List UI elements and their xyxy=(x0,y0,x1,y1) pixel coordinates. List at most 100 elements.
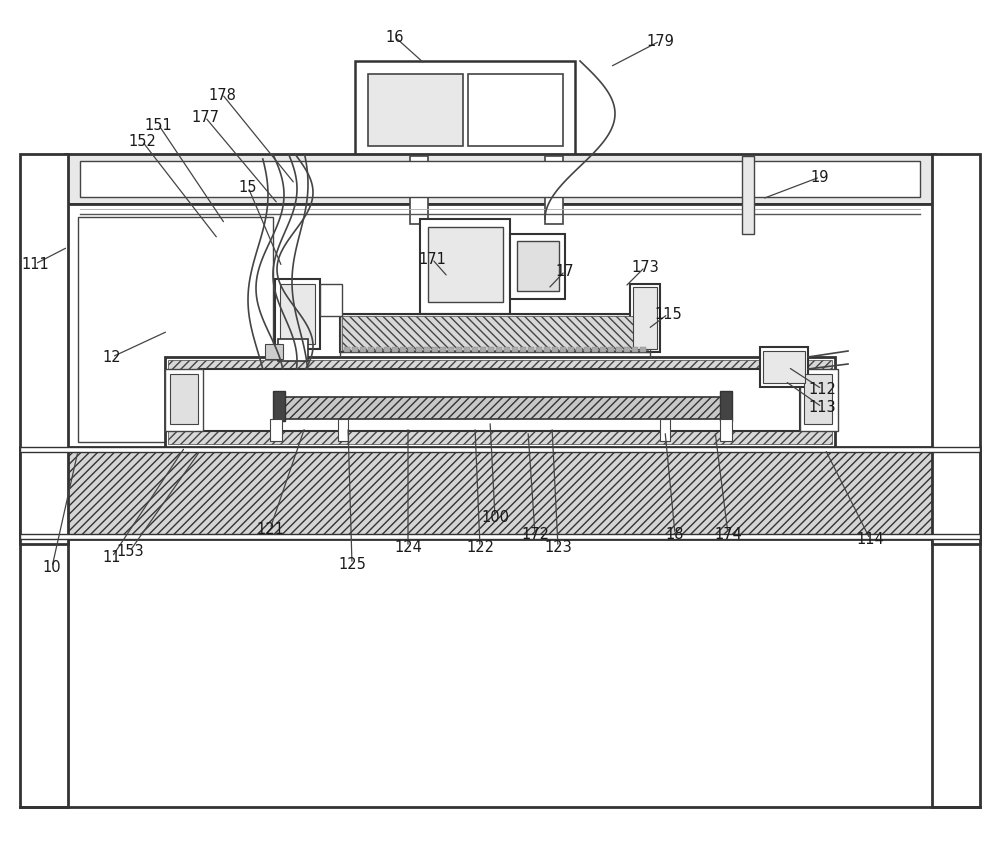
Bar xyxy=(510,235,565,300)
Text: 19: 19 xyxy=(811,170,829,186)
Bar xyxy=(20,447,980,539)
Text: 123: 123 xyxy=(544,540,572,555)
Bar xyxy=(428,228,503,303)
Bar xyxy=(742,157,754,235)
Bar xyxy=(20,539,68,807)
Text: 10: 10 xyxy=(43,560,61,575)
Bar xyxy=(633,288,657,349)
Bar xyxy=(932,539,980,807)
Text: 11: 11 xyxy=(103,549,121,565)
Bar xyxy=(280,284,315,344)
Bar xyxy=(464,348,470,353)
Text: 151: 151 xyxy=(144,117,172,133)
Bar xyxy=(410,157,428,225)
Bar xyxy=(65,154,935,205)
Text: 178: 178 xyxy=(208,88,236,102)
Bar xyxy=(720,419,732,441)
Text: 113: 113 xyxy=(808,400,836,415)
Bar xyxy=(278,339,308,361)
Bar xyxy=(360,348,366,353)
Bar xyxy=(368,75,463,147)
Bar xyxy=(355,62,575,157)
Bar xyxy=(536,348,542,353)
Bar xyxy=(344,348,350,353)
Text: 171: 171 xyxy=(418,252,446,268)
Bar xyxy=(592,348,598,353)
Text: 174: 174 xyxy=(714,527,742,542)
Bar xyxy=(468,75,563,147)
Text: 153: 153 xyxy=(116,544,144,559)
Bar xyxy=(80,162,920,197)
Bar xyxy=(424,348,430,353)
Bar xyxy=(720,392,732,421)
Bar xyxy=(608,348,614,353)
Bar xyxy=(165,370,203,431)
Bar xyxy=(352,348,358,353)
Bar xyxy=(560,348,566,353)
Bar xyxy=(763,352,805,383)
Bar xyxy=(200,370,800,431)
Bar xyxy=(320,284,342,316)
Bar xyxy=(440,348,446,353)
Bar xyxy=(265,344,283,360)
Bar xyxy=(384,348,390,353)
Bar xyxy=(408,348,414,353)
Text: 121: 121 xyxy=(256,522,284,537)
Bar xyxy=(416,348,422,353)
Text: 114: 114 xyxy=(856,532,884,547)
Bar xyxy=(338,419,348,441)
Bar xyxy=(342,316,648,350)
Bar xyxy=(488,348,494,353)
Bar xyxy=(20,154,68,544)
Text: 152: 152 xyxy=(128,134,156,149)
Text: 112: 112 xyxy=(808,382,836,397)
Bar xyxy=(480,348,486,353)
Text: 16: 16 xyxy=(386,30,404,46)
Bar xyxy=(448,348,454,353)
Bar xyxy=(600,348,606,353)
Bar xyxy=(552,348,558,353)
Bar xyxy=(504,348,510,353)
Bar xyxy=(165,358,835,447)
Bar xyxy=(376,348,382,353)
Bar xyxy=(20,447,980,452)
Text: 125: 125 xyxy=(338,557,366,572)
Bar xyxy=(640,348,646,353)
Text: 17: 17 xyxy=(556,264,574,279)
Bar xyxy=(20,534,980,539)
Bar xyxy=(392,348,398,353)
Text: 179: 179 xyxy=(646,35,674,50)
Text: 173: 173 xyxy=(631,260,659,275)
Bar xyxy=(278,398,728,419)
Text: 122: 122 xyxy=(466,540,494,555)
Text: 100: 100 xyxy=(481,510,509,525)
Bar xyxy=(432,348,438,353)
Bar xyxy=(456,348,462,353)
Bar xyxy=(545,157,563,225)
Bar xyxy=(760,348,808,387)
Bar xyxy=(512,348,518,353)
Bar xyxy=(520,348,526,353)
Bar xyxy=(576,348,582,353)
Bar xyxy=(804,375,832,425)
Bar xyxy=(400,348,406,353)
Bar xyxy=(624,348,630,353)
Bar xyxy=(340,315,650,353)
Bar xyxy=(78,218,273,442)
Text: 115: 115 xyxy=(654,307,682,322)
Bar xyxy=(632,348,638,353)
Bar xyxy=(168,360,832,445)
Bar xyxy=(616,348,622,353)
Text: 124: 124 xyxy=(394,540,422,555)
Bar xyxy=(584,348,590,353)
Text: 111: 111 xyxy=(21,257,49,272)
Text: 172: 172 xyxy=(521,527,549,542)
Bar xyxy=(630,284,660,353)
Bar xyxy=(420,219,510,315)
Text: 15: 15 xyxy=(239,181,257,195)
Bar xyxy=(275,279,320,349)
Text: 177: 177 xyxy=(191,111,219,126)
Bar xyxy=(270,419,282,441)
Bar xyxy=(800,370,838,431)
Bar xyxy=(273,392,285,421)
